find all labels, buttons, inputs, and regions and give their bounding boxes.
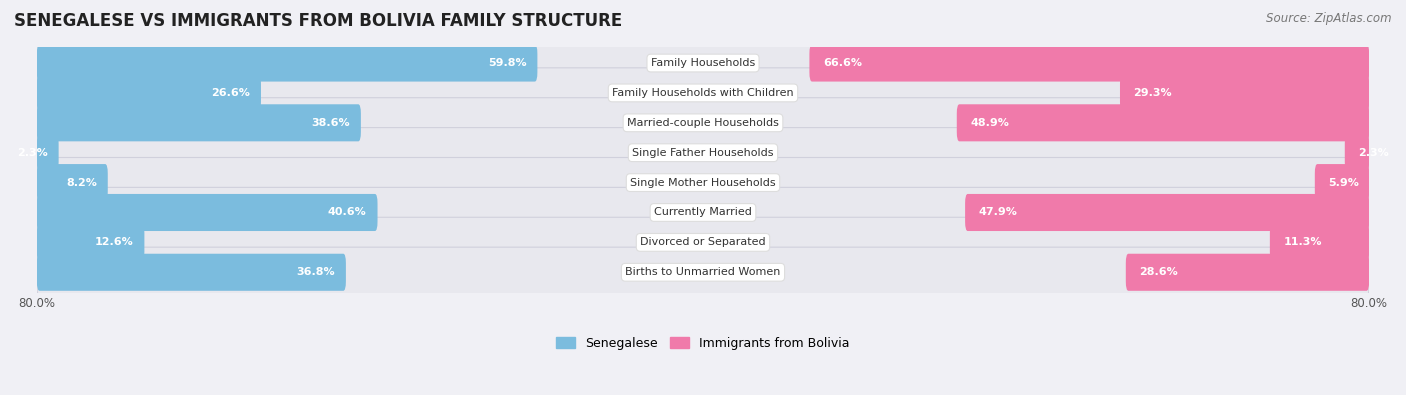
Text: 40.6%: 40.6% <box>328 207 367 218</box>
FancyBboxPatch shape <box>37 164 108 201</box>
Text: 12.6%: 12.6% <box>94 237 134 247</box>
Text: 28.6%: 28.6% <box>1139 267 1178 277</box>
Text: 47.9%: 47.9% <box>979 207 1018 218</box>
Text: 2.3%: 2.3% <box>17 148 48 158</box>
Text: Births to Unmarried Women: Births to Unmarried Women <box>626 267 780 277</box>
FancyBboxPatch shape <box>1270 224 1369 261</box>
FancyBboxPatch shape <box>37 187 1369 238</box>
Text: Family Households with Children: Family Households with Children <box>612 88 794 98</box>
Legend: Senegalese, Immigrants from Bolivia: Senegalese, Immigrants from Bolivia <box>550 331 856 356</box>
FancyBboxPatch shape <box>37 224 145 261</box>
Text: 8.2%: 8.2% <box>66 178 97 188</box>
FancyBboxPatch shape <box>37 134 59 171</box>
Text: Single Father Households: Single Father Households <box>633 148 773 158</box>
Text: 29.3%: 29.3% <box>1133 88 1173 98</box>
Text: 11.3%: 11.3% <box>1284 237 1322 247</box>
Text: 66.6%: 66.6% <box>823 58 862 68</box>
Text: 2.3%: 2.3% <box>1358 148 1389 158</box>
FancyBboxPatch shape <box>1126 254 1369 291</box>
FancyBboxPatch shape <box>37 217 1369 267</box>
Text: 38.6%: 38.6% <box>311 118 350 128</box>
FancyBboxPatch shape <box>1121 74 1369 111</box>
FancyBboxPatch shape <box>37 74 262 111</box>
FancyBboxPatch shape <box>37 38 1369 88</box>
FancyBboxPatch shape <box>37 98 1369 148</box>
Text: Married-couple Households: Married-couple Households <box>627 118 779 128</box>
Text: 26.6%: 26.6% <box>211 88 250 98</box>
FancyBboxPatch shape <box>1315 164 1369 201</box>
Text: 48.9%: 48.9% <box>970 118 1010 128</box>
Text: 36.8%: 36.8% <box>297 267 335 277</box>
Text: 59.8%: 59.8% <box>488 58 526 68</box>
Text: Source: ZipAtlas.com: Source: ZipAtlas.com <box>1267 12 1392 25</box>
FancyBboxPatch shape <box>37 158 1369 208</box>
FancyBboxPatch shape <box>965 194 1369 231</box>
FancyBboxPatch shape <box>1344 134 1369 171</box>
FancyBboxPatch shape <box>957 104 1369 141</box>
FancyBboxPatch shape <box>37 68 1369 118</box>
Text: 5.9%: 5.9% <box>1329 178 1360 188</box>
Text: SENEGALESE VS IMMIGRANTS FROM BOLIVIA FAMILY STRUCTURE: SENEGALESE VS IMMIGRANTS FROM BOLIVIA FA… <box>14 12 623 30</box>
FancyBboxPatch shape <box>37 104 361 141</box>
Text: Single Mother Households: Single Mother Households <box>630 178 776 188</box>
FancyBboxPatch shape <box>37 128 1369 178</box>
FancyBboxPatch shape <box>37 45 537 82</box>
FancyBboxPatch shape <box>37 194 378 231</box>
Text: Divorced or Separated: Divorced or Separated <box>640 237 766 247</box>
FancyBboxPatch shape <box>810 45 1369 82</box>
Text: Currently Married: Currently Married <box>654 207 752 218</box>
Text: Family Households: Family Households <box>651 58 755 68</box>
FancyBboxPatch shape <box>37 254 346 291</box>
FancyBboxPatch shape <box>37 247 1369 297</box>
